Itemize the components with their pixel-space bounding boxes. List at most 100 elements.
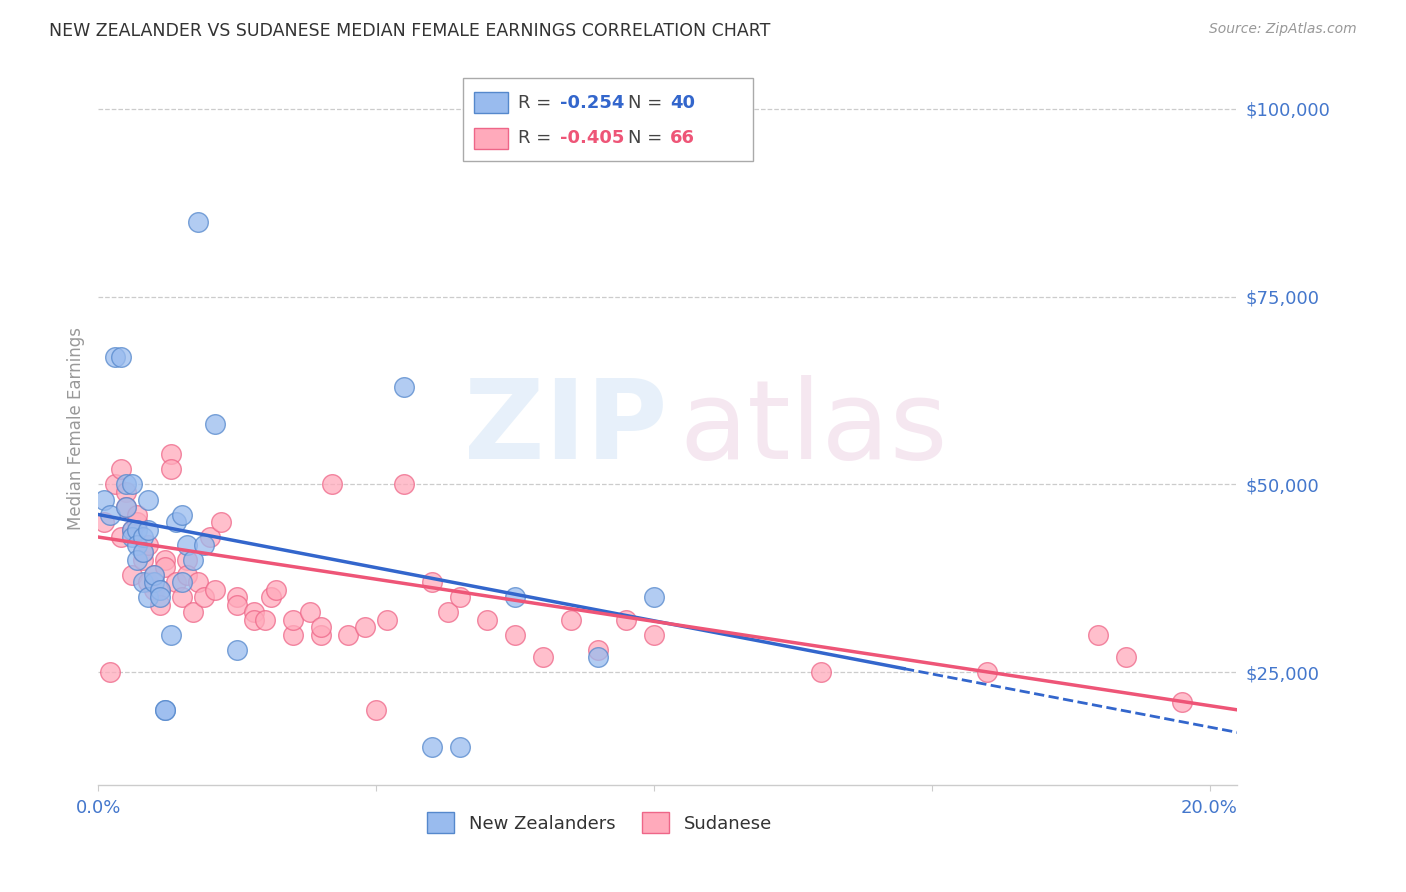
Point <box>281 628 304 642</box>
Point <box>159 462 181 476</box>
Point <box>198 530 221 544</box>
Point <box>588 650 610 665</box>
Text: 40: 40 <box>671 94 695 112</box>
Text: ZIP: ZIP <box>464 375 668 482</box>
Point <box>115 477 138 491</box>
Point <box>143 575 166 590</box>
Point <box>1087 628 1109 642</box>
Point <box>165 515 187 529</box>
Text: R =: R = <box>517 129 557 147</box>
Point <box>153 552 176 566</box>
Point <box>148 582 170 597</box>
Point <box>209 515 232 529</box>
Point <box>259 590 281 604</box>
Point <box>127 515 149 529</box>
Point <box>127 523 149 537</box>
Point <box>153 703 176 717</box>
Point <box>309 628 332 642</box>
Point <box>204 582 226 597</box>
Text: -0.405: -0.405 <box>560 129 624 147</box>
Text: R =: R = <box>517 94 557 112</box>
Point <box>226 598 249 612</box>
Point <box>614 613 637 627</box>
Point <box>143 582 166 597</box>
Text: NEW ZEALANDER VS SUDANESE MEDIAN FEMALE EARNINGS CORRELATION CHART: NEW ZEALANDER VS SUDANESE MEDIAN FEMALE … <box>49 22 770 40</box>
Point <box>375 613 398 627</box>
Point <box>321 477 343 491</box>
Point <box>1170 695 1192 709</box>
Point <box>121 567 143 582</box>
Point <box>170 508 193 522</box>
Point <box>643 628 665 642</box>
Text: N =: N = <box>628 129 668 147</box>
Point <box>337 628 360 642</box>
Point <box>127 508 149 522</box>
Point <box>93 515 115 529</box>
Point <box>298 605 321 619</box>
Point <box>132 545 155 559</box>
Point <box>138 575 160 590</box>
Point <box>531 650 554 665</box>
Text: -0.254: -0.254 <box>560 94 624 112</box>
Text: N =: N = <box>628 94 668 112</box>
Point <box>98 665 121 680</box>
Point <box>127 538 149 552</box>
Point <box>193 590 215 604</box>
Point <box>115 500 138 514</box>
Point <box>281 613 304 627</box>
Point <box>176 567 198 582</box>
Point <box>165 575 187 590</box>
Text: 66: 66 <box>671 129 695 147</box>
Point <box>449 590 471 604</box>
Point <box>159 628 181 642</box>
Point <box>254 613 277 627</box>
Point <box>132 545 155 559</box>
Point <box>181 605 204 619</box>
FancyBboxPatch shape <box>463 78 754 161</box>
Point <box>138 523 160 537</box>
Point <box>309 620 332 634</box>
Point <box>138 492 160 507</box>
Point <box>226 590 249 604</box>
Point <box>132 575 155 590</box>
Point <box>176 552 198 566</box>
Point <box>127 552 149 566</box>
Point <box>143 567 166 582</box>
Point <box>121 523 143 537</box>
Point <box>93 492 115 507</box>
Point <box>810 665 832 680</box>
Point <box>148 582 170 597</box>
Point <box>366 703 388 717</box>
Point <box>560 613 582 627</box>
Point <box>110 462 132 476</box>
Point <box>143 567 166 582</box>
Point <box>193 538 215 552</box>
Point <box>98 508 121 522</box>
Point <box>153 560 176 574</box>
Point <box>115 500 138 514</box>
Point <box>110 350 132 364</box>
Point <box>392 477 415 491</box>
Point <box>159 447 181 461</box>
Point <box>1115 650 1137 665</box>
Point <box>264 582 287 597</box>
Point <box>104 477 127 491</box>
Point <box>170 590 193 604</box>
Text: Source: ZipAtlas.com: Source: ZipAtlas.com <box>1209 22 1357 37</box>
Point <box>187 214 209 228</box>
Point <box>110 530 132 544</box>
Text: atlas: atlas <box>679 375 948 482</box>
Bar <box>474 92 509 113</box>
Point <box>138 538 160 552</box>
Point <box>132 530 155 544</box>
Point <box>588 642 610 657</box>
Bar <box>474 128 509 149</box>
Point <box>170 575 193 590</box>
Point <box>449 740 471 755</box>
Point <box>204 417 226 432</box>
Y-axis label: Median Female Earnings: Median Female Earnings <box>66 326 84 530</box>
Point <box>354 620 377 634</box>
Point <box>503 628 526 642</box>
Legend: New Zealanders, Sudanese: New Zealanders, Sudanese <box>420 805 779 840</box>
Point <box>243 613 266 627</box>
